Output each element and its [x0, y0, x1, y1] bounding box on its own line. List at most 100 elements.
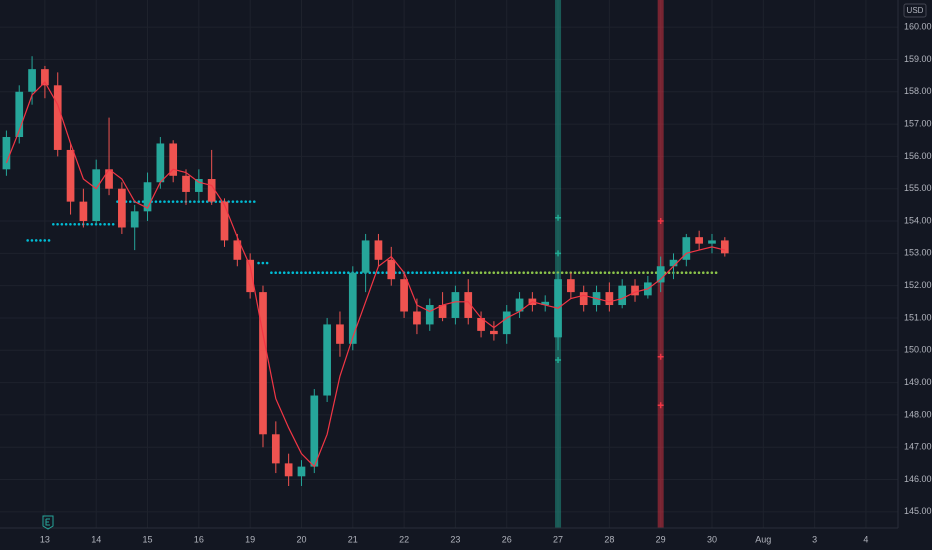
candle-body — [323, 324, 331, 396]
candle-body — [502, 311, 511, 335]
candle-body — [79, 201, 88, 222]
y-tick-label: 154.00 — [904, 215, 932, 225]
candle-body — [259, 292, 267, 435]
x-tick-label: 20 — [296, 534, 306, 544]
candle-body — [374, 240, 383, 260]
y-tick-label: 157.00 — [904, 118, 932, 128]
currency-label: USD — [907, 6, 924, 15]
candle-body — [233, 240, 242, 260]
y-tick-label: 149.00 — [904, 377, 932, 387]
event-icon-glyph — [45, 518, 50, 526]
candle-body — [246, 259, 255, 293]
x-tick-label: 16 — [194, 534, 204, 544]
y-tick-label: 145.00 — [904, 506, 932, 516]
signal-marker — [657, 402, 664, 409]
candle-body — [656, 266, 665, 283]
candle-body — [451, 292, 460, 318]
y-tick-label: 147.00 — [904, 442, 932, 452]
candle-body — [310, 395, 319, 467]
candle-body — [695, 237, 704, 244]
y-tick-label: 159.00 — [904, 54, 932, 64]
candle-body — [182, 175, 190, 192]
x-tick-label: 3 — [812, 534, 817, 544]
x-tick-label: 19 — [245, 534, 255, 544]
candle-body — [2, 137, 11, 170]
candle-body — [348, 272, 357, 344]
y-tick-label: 155.00 — [904, 183, 932, 193]
indicator-line — [5, 81, 725, 468]
candle-body — [605, 292, 614, 306]
y-tick-label: 146.00 — [904, 474, 932, 484]
candle-body — [631, 285, 639, 296]
candle-body — [297, 466, 306, 477]
x-tick-label: Aug — [755, 534, 771, 544]
event-icon-shape — [42, 515, 54, 530]
candle-body — [413, 311, 421, 325]
candle-body — [541, 301, 550, 306]
x-tick-label: 23 — [450, 534, 460, 544]
candle-body — [682, 237, 691, 260]
x-tick-label: 14 — [91, 534, 101, 544]
y-tick-label: 151.00 — [904, 312, 932, 322]
y-tick-label: 152.00 — [904, 280, 932, 290]
y-tick-label: 150.00 — [904, 345, 932, 355]
x-tick-label: 26 — [502, 534, 512, 544]
y-tick-label: 156.00 — [904, 151, 932, 161]
y-tick-label: 158.00 — [904, 86, 932, 96]
x-tick-label: 27 — [553, 534, 563, 544]
x-tick-label: 28 — [604, 534, 614, 544]
candle-body — [708, 240, 716, 244]
candle-body — [579, 292, 588, 306]
candle-body — [477, 317, 485, 331]
x-tick-label: 4 — [863, 534, 868, 544]
x-tick-label: 21 — [348, 534, 358, 544]
y-tick-label: 148.00 — [904, 409, 932, 419]
currency-box[interactable] — [903, 3, 927, 18]
candle-body — [438, 305, 447, 318]
candle-body — [53, 85, 62, 150]
signal-marker — [555, 250, 562, 257]
candle-body — [105, 169, 113, 189]
candle-body — [143, 182, 152, 212]
candle-body — [220, 201, 229, 241]
candle-body — [118, 188, 126, 228]
candle-body — [567, 279, 575, 293]
candle-body — [194, 179, 203, 192]
candle-body — [66, 149, 75, 202]
candles — [2, 56, 729, 486]
x-tick-label: 15 — [143, 534, 153, 544]
candle-body — [515, 298, 524, 312]
y-tick-label: 153.00 — [904, 248, 932, 258]
candle-body — [92, 169, 101, 222]
candle-body — [336, 324, 344, 344]
candle-body — [361, 240, 370, 273]
signal-marker — [555, 356, 562, 363]
x-tick-label: 30 — [707, 534, 717, 544]
candle-body — [490, 330, 498, 335]
candle-body — [284, 463, 293, 477]
signal-band — [555, 0, 562, 528]
candle-body — [425, 305, 434, 325]
candle-body — [271, 434, 280, 464]
candle-body — [669, 259, 678, 267]
x-tick-label: 13 — [40, 534, 50, 544]
candle-body — [15, 91, 24, 138]
signal-marker — [657, 218, 664, 225]
candle-body — [618, 285, 627, 306]
overlay — [5, 81, 725, 468]
x-tick-label: 29 — [656, 534, 666, 544]
candle-body — [207, 179, 216, 202]
event-icon[interactable] — [42, 515, 54, 530]
candle-body — [156, 143, 165, 183]
candle-body — [464, 292, 473, 318]
signal-marker — [555, 214, 562, 221]
candle-body — [720, 240, 729, 254]
signal-marker — [657, 353, 664, 360]
candle-body — [169, 143, 178, 176]
axes: 145.00 146.00 147.00 148.00 149.00 150.00 151.… — [40, 22, 932, 545]
candle-body — [41, 69, 49, 86]
candle-body — [400, 279, 408, 312]
